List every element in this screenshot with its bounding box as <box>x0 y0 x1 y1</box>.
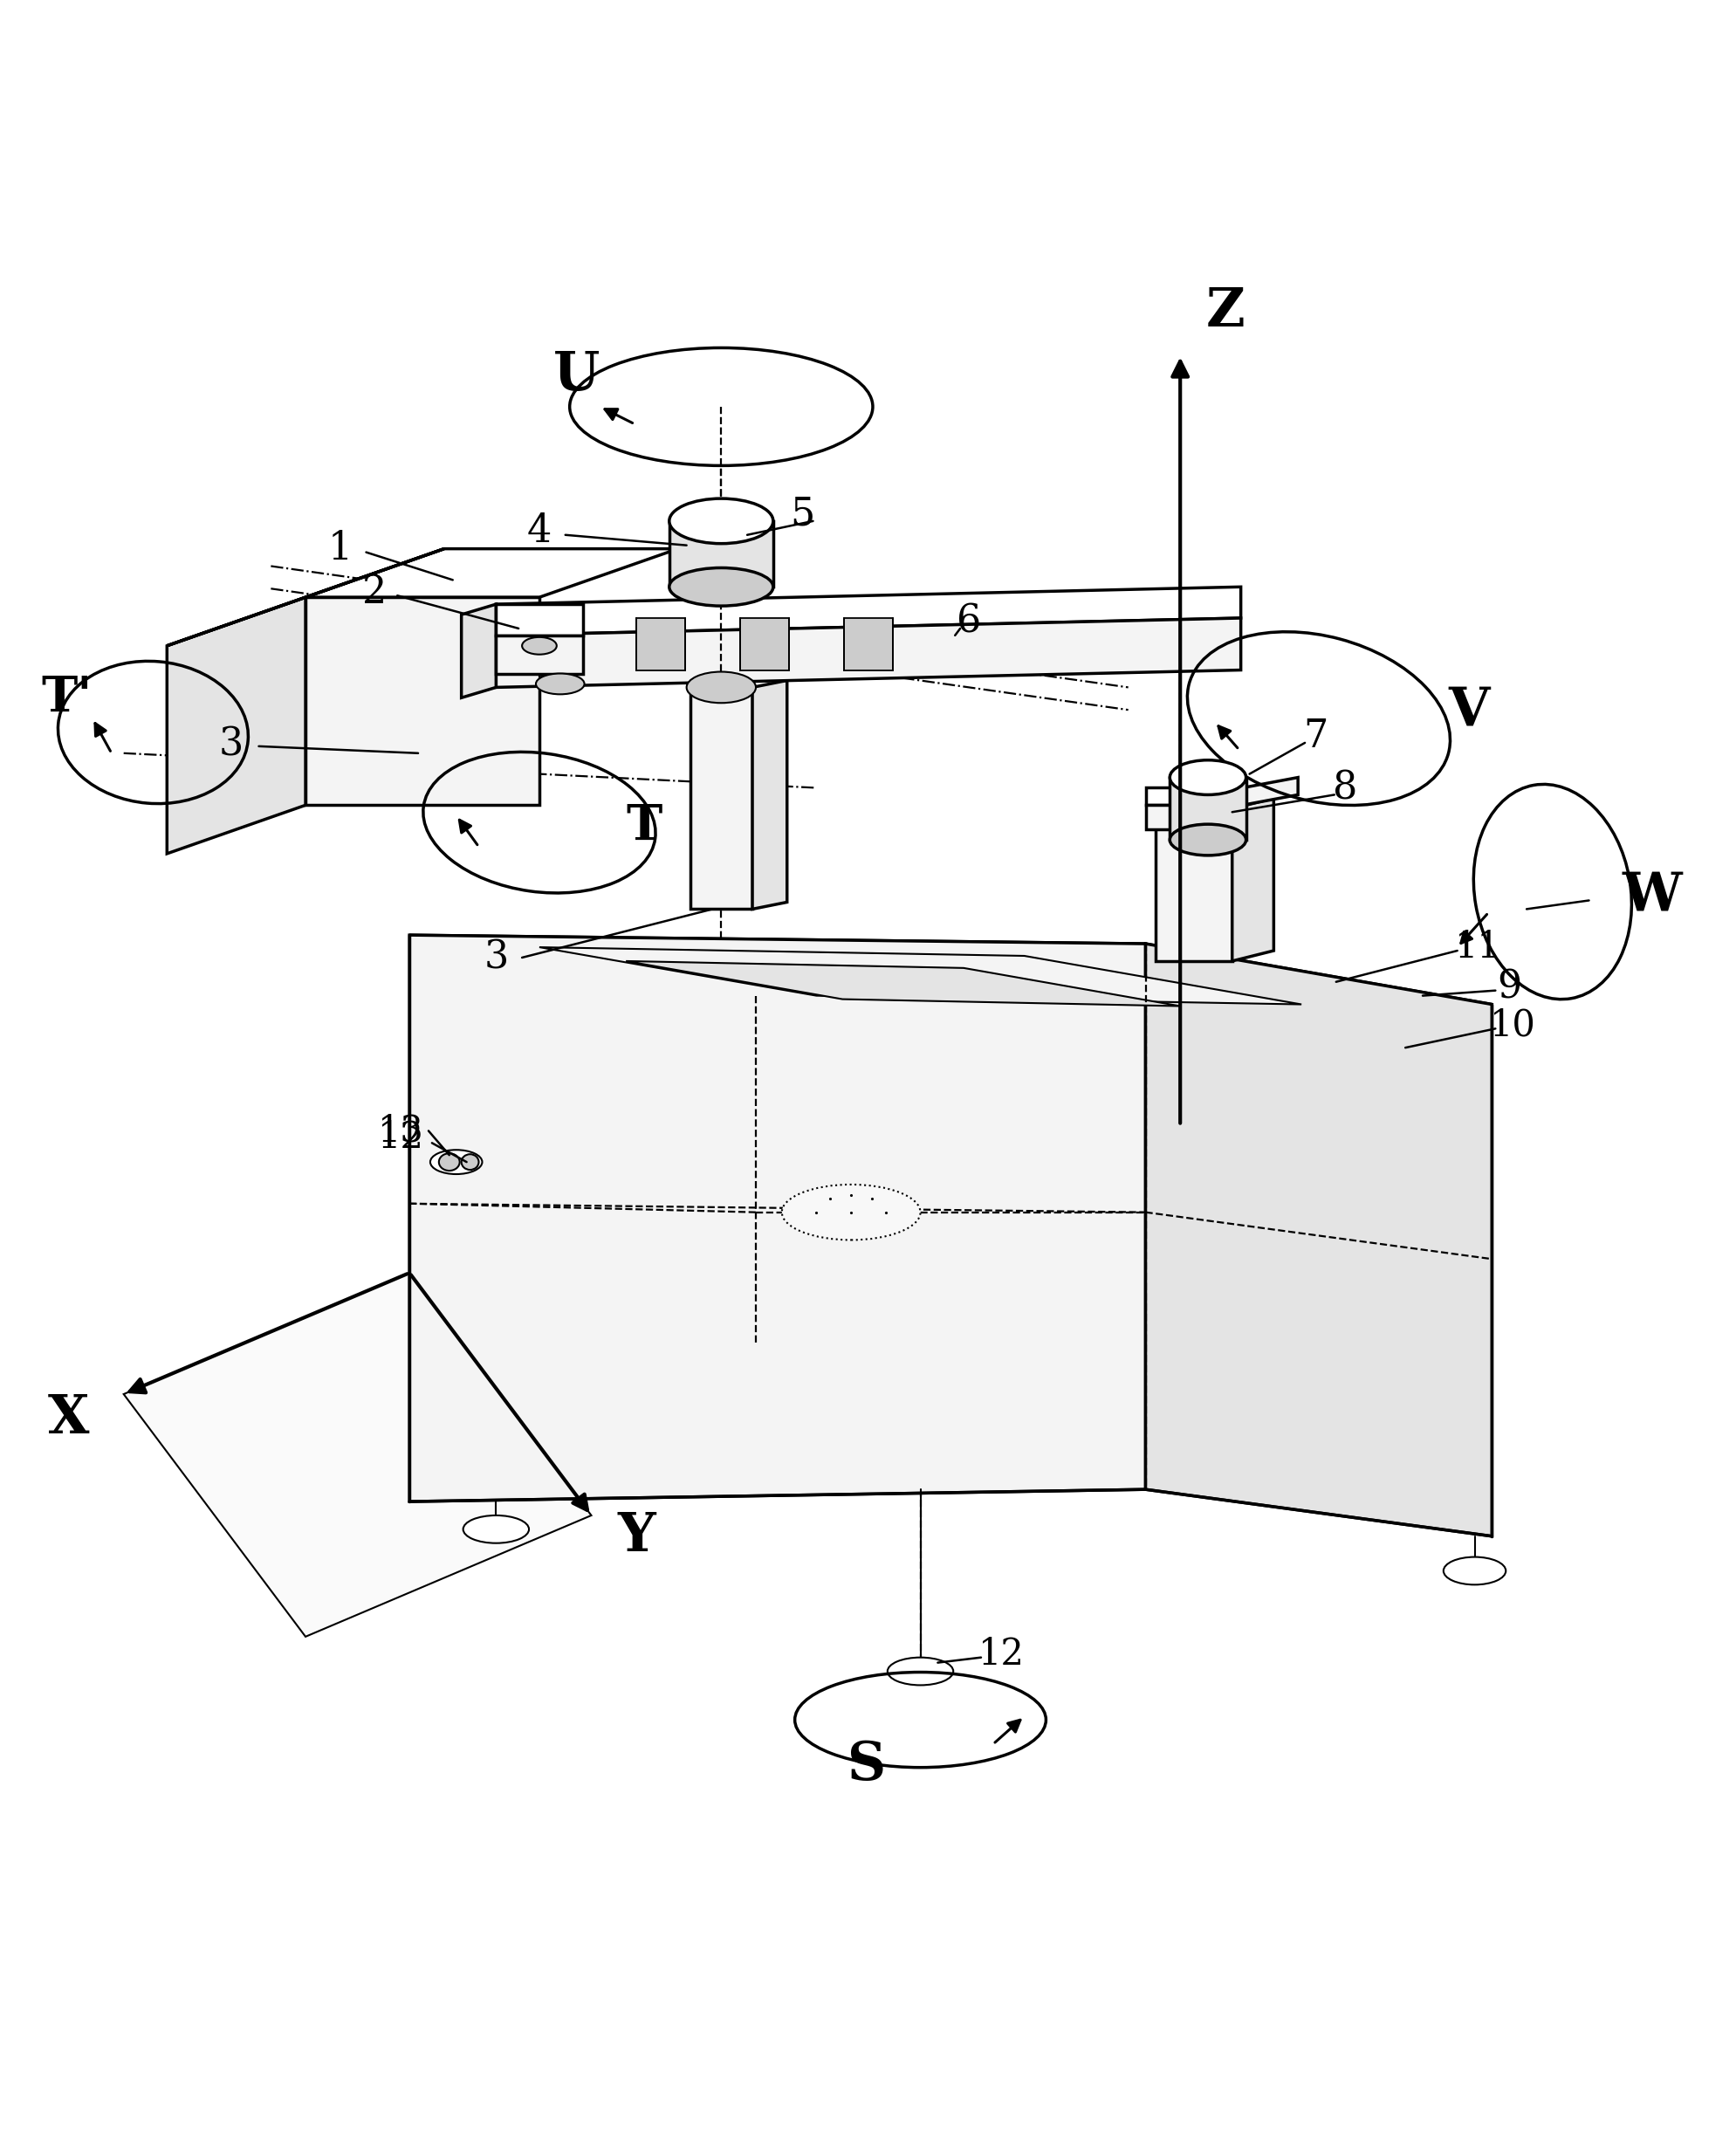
Polygon shape <box>496 635 582 673</box>
Polygon shape <box>167 550 444 645</box>
Text: V: V <box>1448 684 1489 737</box>
Polygon shape <box>496 588 1240 635</box>
Text: 10: 10 <box>1489 1007 1535 1044</box>
Ellipse shape <box>536 673 583 694</box>
Polygon shape <box>1241 777 1297 805</box>
Ellipse shape <box>686 671 755 703</box>
Polygon shape <box>306 596 540 805</box>
Text: Z: Z <box>1205 285 1245 337</box>
Ellipse shape <box>523 637 557 654</box>
Polygon shape <box>540 628 582 677</box>
Polygon shape <box>625 961 1179 1005</box>
Text: 1: 1 <box>328 530 352 567</box>
Ellipse shape <box>431 1150 483 1174</box>
Ellipse shape <box>1170 824 1245 856</box>
Polygon shape <box>1146 805 1241 829</box>
Polygon shape <box>1146 944 1491 1536</box>
Ellipse shape <box>1443 1557 1505 1585</box>
Text: W: W <box>1621 869 1680 922</box>
Text: 7: 7 <box>1302 718 1326 754</box>
Text: 8: 8 <box>1332 769 1356 807</box>
Polygon shape <box>306 550 677 596</box>
Text: 13: 13 <box>377 1112 424 1150</box>
Text: 9: 9 <box>1496 969 1521 1005</box>
Polygon shape <box>462 605 496 699</box>
Text: Y: Y <box>616 1510 654 1563</box>
Polygon shape <box>123 1274 590 1636</box>
Ellipse shape <box>464 1514 529 1542</box>
Text: 2: 2 <box>363 573 387 611</box>
Ellipse shape <box>1170 760 1245 794</box>
Polygon shape <box>1231 799 1272 961</box>
Text: 11: 11 <box>1455 929 1500 965</box>
Text: 12: 12 <box>977 1636 1024 1672</box>
Polygon shape <box>635 618 684 671</box>
Text: 4: 4 <box>526 513 552 550</box>
Text: T: T <box>625 801 661 850</box>
Ellipse shape <box>668 569 773 605</box>
Ellipse shape <box>781 1184 920 1240</box>
Polygon shape <box>496 618 1240 688</box>
Polygon shape <box>1170 777 1245 839</box>
Ellipse shape <box>439 1152 460 1172</box>
Text: U: U <box>554 349 599 403</box>
Ellipse shape <box>887 1657 953 1685</box>
Polygon shape <box>167 596 306 854</box>
Polygon shape <box>1146 788 1241 805</box>
Text: 5: 5 <box>790 496 814 532</box>
Text: 3: 3 <box>219 726 243 763</box>
Polygon shape <box>752 679 786 910</box>
Ellipse shape <box>668 498 773 543</box>
Text: 12: 12 <box>377 1120 424 1157</box>
Polygon shape <box>844 618 892 671</box>
Text: X: X <box>47 1393 89 1444</box>
Polygon shape <box>496 605 582 635</box>
Polygon shape <box>740 618 788 671</box>
Text: 6: 6 <box>957 603 981 641</box>
Polygon shape <box>410 935 1491 1005</box>
Polygon shape <box>668 522 773 588</box>
Polygon shape <box>689 688 752 910</box>
Polygon shape <box>540 948 1300 1005</box>
Text: S: S <box>847 1738 885 1791</box>
Polygon shape <box>1156 809 1231 961</box>
Text: 3: 3 <box>484 939 509 976</box>
Text: T': T' <box>42 673 92 722</box>
Ellipse shape <box>462 1154 479 1169</box>
Polygon shape <box>410 935 1146 1502</box>
